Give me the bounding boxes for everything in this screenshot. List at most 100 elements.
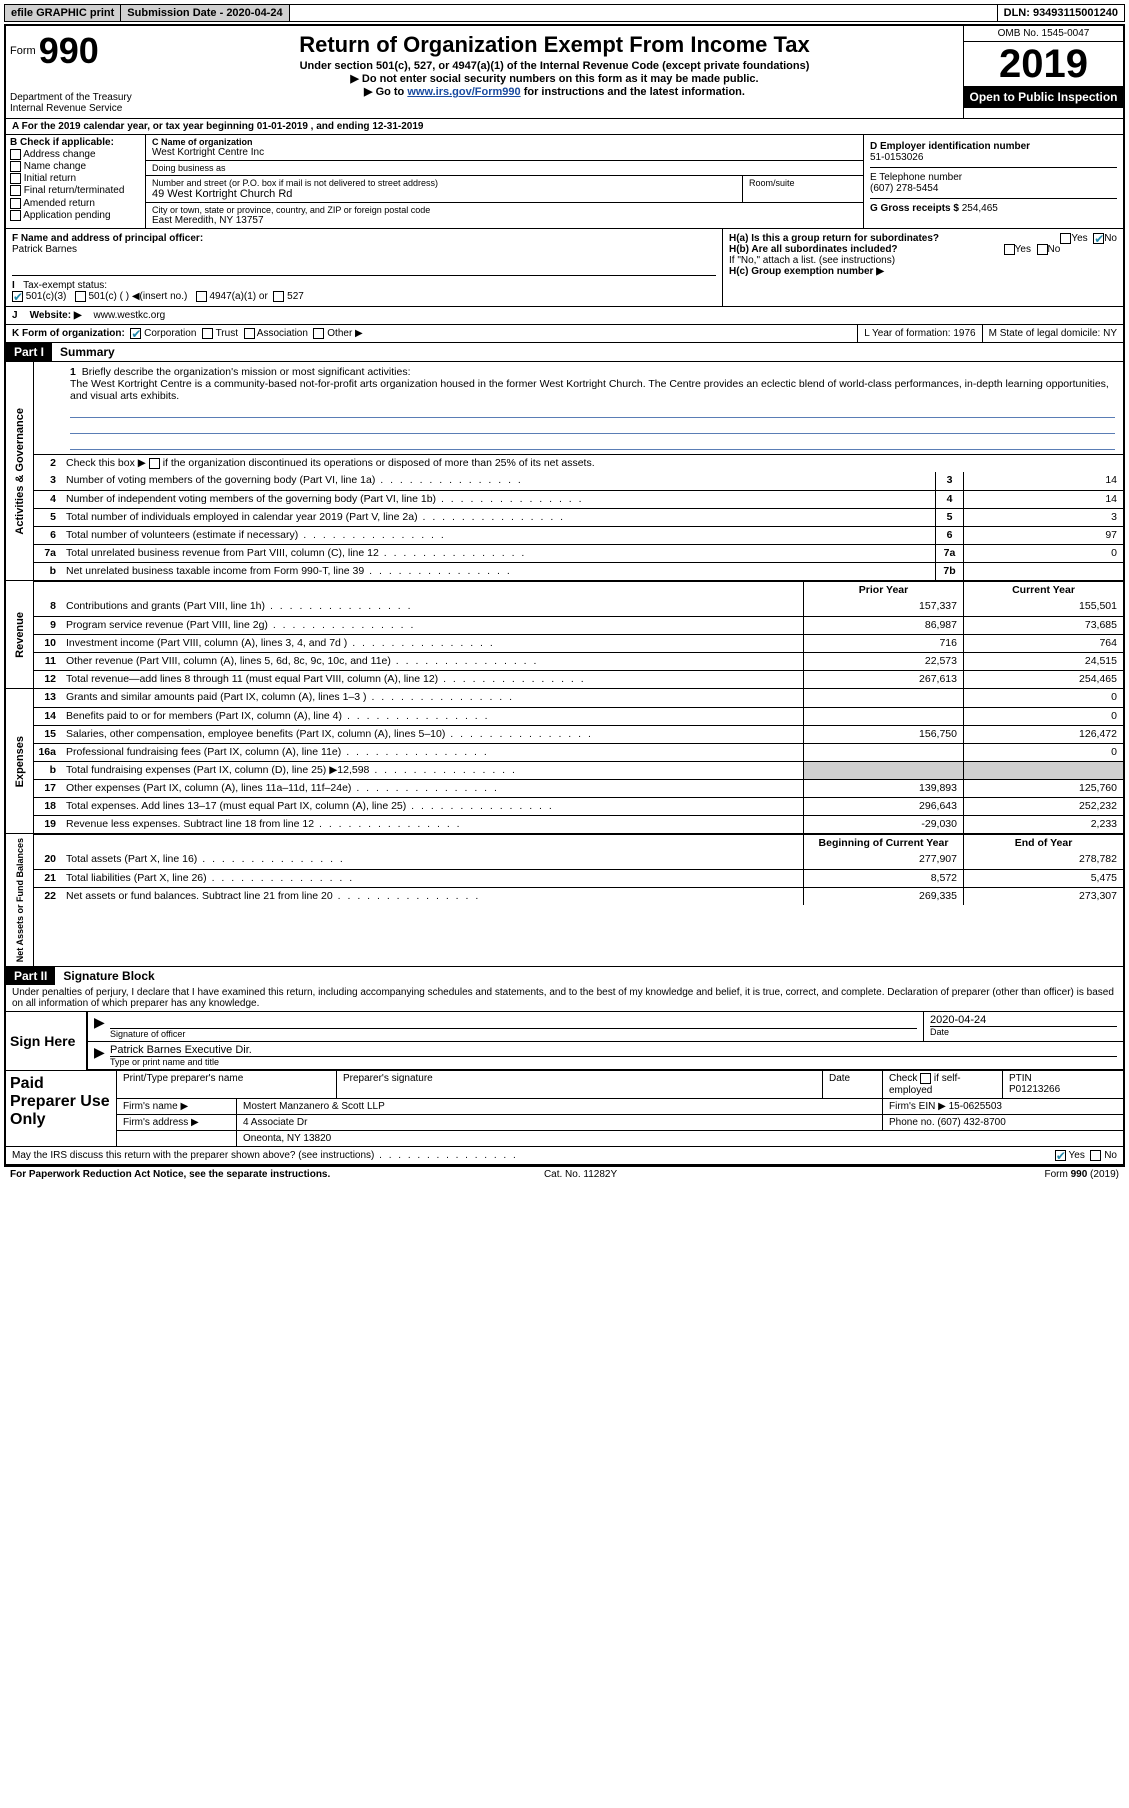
gross-label: G Gross receipts $: [870, 203, 962, 214]
hc-text: H(c) Group exemption number ▶: [729, 266, 1117, 277]
row-21: 21 Total liabilities (Part X, line 26) 8…: [34, 869, 1123, 887]
irs-link[interactable]: www.irs.gov/Form990: [407, 86, 520, 98]
hb-yes[interactable]: [1004, 244, 1015, 255]
gov-row-6: 6 Total number of volunteers (estimate i…: [34, 526, 1123, 544]
state-domicile: M State of legal domicile: NY: [982, 325, 1123, 342]
firm-addr-label: Firm's address ▶: [117, 1115, 237, 1130]
firm-name: Mostert Manzanero & Scott LLP: [237, 1099, 883, 1114]
prep-name-hdr: Print/Type preparer's name: [117, 1071, 337, 1097]
end-year-hdr: End of Year: [963, 835, 1123, 851]
form-footer: Form 990 (2019): [1044, 1169, 1118, 1180]
gov-row-7a: 7a Total unrelated business revenue from…: [34, 544, 1123, 562]
row-15: 15 Salaries, other compensation, employe…: [34, 725, 1123, 743]
ptin-label: PTIN: [1009, 1073, 1032, 1084]
chk-corp[interactable]: [130, 328, 141, 339]
row-fh: F Name and address of principal officer:…: [6, 228, 1123, 306]
ha-yes[interactable]: [1060, 233, 1071, 244]
paperwork-notice: For Paperwork Reduction Act Notice, see …: [10, 1169, 330, 1180]
addr-label: Number and street (or P.O. box if mail i…: [152, 178, 736, 188]
chk-amended[interactable]: [10, 198, 21, 209]
chk-other[interactable]: [313, 328, 324, 339]
chk-self-employed[interactable]: [920, 1073, 931, 1084]
chk-final-return[interactable]: [10, 185, 21, 196]
city-value: East Meredith, NY 13757: [152, 215, 857, 226]
side-expenses: Expenses: [12, 732, 28, 791]
part1-title: Summary: [52, 343, 123, 361]
chk-501c3[interactable]: [12, 291, 23, 302]
side-revenue: Revenue: [12, 608, 28, 662]
discuss-yes[interactable]: [1055, 1150, 1066, 1161]
top-bar: efile GRAPHIC print Submission Date - 20…: [4, 4, 1125, 22]
part1-header: Part I Summary: [6, 342, 1123, 361]
ein-value: 51-0153026: [870, 152, 1117, 163]
hb-no[interactable]: [1037, 244, 1048, 255]
gov-row-4: 4 Number of independent voting members o…: [34, 490, 1123, 508]
submission-date: Submission Date - 2020-04-24: [121, 5, 289, 21]
officer-name: Patrick Barnes: [12, 244, 716, 255]
row-12: 12 Total revenue—add lines 8 through 11 …: [34, 670, 1123, 688]
prep-sig-hdr: Preparer's signature: [337, 1071, 823, 1097]
tel-label: E Telephone number: [870, 172, 1117, 183]
section-revenue: Revenue Prior Year Current Year 8 Contri…: [6, 580, 1123, 688]
chk-discontinued[interactable]: [149, 458, 160, 469]
row-19: 19 Revenue less expenses. Subtract line …: [34, 815, 1123, 833]
row-9: 9 Program service revenue (Part VIII, li…: [34, 616, 1123, 634]
part2-badge: Part II: [6, 967, 55, 985]
block-bcd: B Check if applicable: Address change Na…: [6, 134, 1123, 228]
dba-label: Doing business as: [152, 163, 857, 173]
ptin-value: P01213266: [1009, 1084, 1060, 1095]
tel-value: (607) 278-5454: [870, 183, 1117, 194]
mission-block: 1 Briefly describe the organization's mi…: [34, 362, 1123, 454]
chk-assoc[interactable]: [244, 328, 255, 339]
paid-preparer-block: Paid Preparer Use Only Print/Type prepar…: [6, 1070, 1123, 1145]
firm-ein-label: Firm's EIN ▶: [889, 1101, 946, 1112]
chk-address-change[interactable]: [10, 149, 21, 160]
dept-treasury: Department of the Treasury: [10, 92, 142, 103]
sig-date: 2020-04-24: [930, 1014, 1117, 1026]
name-label: C Name of organization: [152, 137, 857, 147]
efile-button[interactable]: efile GRAPHIC print: [5, 5, 121, 21]
hb-note: If "No," attach a list. (see instruction…: [729, 255, 1117, 266]
chk-name-change[interactable]: [10, 161, 21, 172]
col-c: C Name of organization West Kortright Ce…: [146, 135, 863, 228]
year-formation: L Year of formation: 1976: [857, 325, 981, 342]
form-word: Form: [10, 45, 36, 57]
discuss-text: May the IRS discuss this return with the…: [6, 1147, 1049, 1164]
ha-no[interactable]: [1093, 233, 1104, 244]
row-13: 13 Grants and similar amounts paid (Part…: [34, 689, 1123, 707]
penalty-text: Under penalties of perjury, I declare th…: [6, 985, 1123, 1011]
row-10: 10 Investment income (Part VIII, column …: [34, 634, 1123, 652]
part1-badge: Part I: [6, 343, 52, 361]
form-990: Form 990 Department of the Treasury Inte…: [4, 24, 1125, 1166]
chk-app-pending[interactable]: [10, 210, 21, 221]
open-public: Open to Public Inspection: [964, 86, 1123, 108]
chk-trust[interactable]: [202, 328, 213, 339]
row-17: 17 Other expenses (Part IX, column (A), …: [34, 779, 1123, 797]
firm-ein: 15-0625503: [949, 1101, 1002, 1112]
form-title: Return of Organization Exempt From Incom…: [150, 32, 959, 58]
beg-year-hdr: Beginning of Current Year: [803, 835, 963, 851]
chk-527[interactable]: [273, 291, 284, 302]
row-11: 11 Other revenue (Part VIII, column (A),…: [34, 652, 1123, 670]
gov-row-3: 3 Number of voting members of the govern…: [34, 472, 1123, 490]
prep-self-emp: Check if self-employed: [883, 1071, 1003, 1097]
row-j: J Website: ▶ www.westkc.org: [6, 306, 1123, 324]
typed-name-label: Type or print name and title: [110, 1056, 1117, 1067]
section-governance: Activities & Governance 1 Briefly descri…: [6, 361, 1123, 580]
col-b: B Check if applicable: Address change Na…: [6, 135, 146, 228]
row-22: 22 Net assets or fund balances. Subtract…: [34, 887, 1123, 905]
part2-header: Part II Signature Block: [6, 966, 1123, 985]
website-value: www.westkc.org: [88, 307, 172, 324]
form-number: 990: [39, 30, 99, 72]
chk-501c[interactable]: [75, 291, 86, 302]
side-governance: Activities & Governance: [12, 404, 28, 539]
tax-exempt-label: Tax-exempt status:: [23, 280, 107, 291]
ein-label: D Employer identification number: [870, 141, 1117, 152]
chk-initial-return[interactable]: [10, 173, 21, 184]
chk-4947[interactable]: [196, 291, 207, 302]
discuss-no[interactable]: [1090, 1150, 1101, 1161]
hb-text: H(b) Are all subordinates included? Yes …: [729, 244, 1117, 255]
firm-addr2: Oneonta, NY 13820: [237, 1131, 1123, 1146]
section-net-assets: Net Assets or Fund Balances Beginning of…: [6, 833, 1123, 966]
row-b: b Total fundraising expenses (Part IX, c…: [34, 761, 1123, 779]
